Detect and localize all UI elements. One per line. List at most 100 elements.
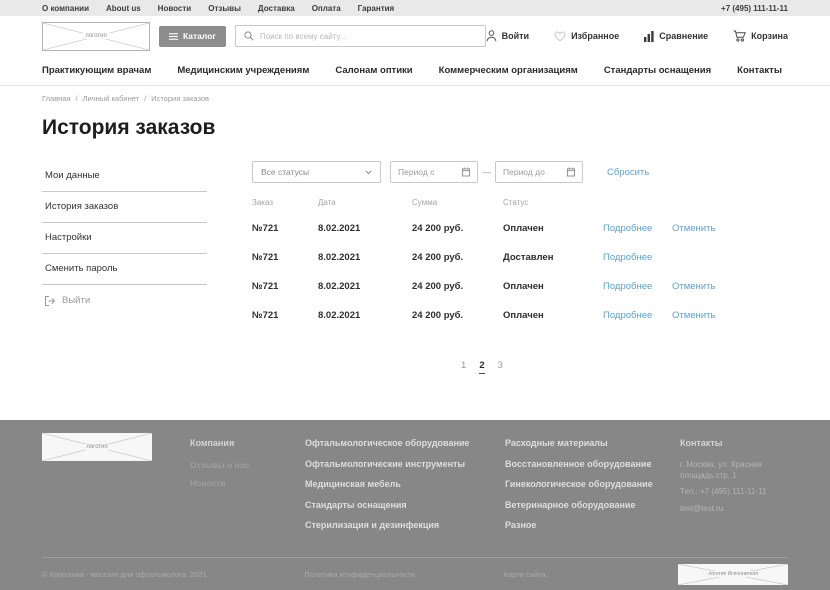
footer-company-column: Компания Отзывы о нас Новости bbox=[190, 433, 305, 557]
nav-item-commercial[interactable]: Коммерческим организациям bbox=[438, 65, 578, 76]
header-actions: Войти Избранное Сравнение Корзина bbox=[486, 30, 788, 42]
order-details-link[interactable]: Подробнее bbox=[603, 281, 653, 292]
nav-item-institutions[interactable]: Медицинским учреждениям bbox=[177, 65, 310, 76]
executor-logo-label: логотип Исполнителя bbox=[706, 571, 761, 577]
compare-label: Сравнение bbox=[659, 31, 709, 41]
nav-item-doctors[interactable]: Практикующим врачам bbox=[42, 65, 152, 76]
sitemap-link[interactable]: Карта сайта bbox=[503, 569, 546, 579]
site-logo[interactable]: логотип bbox=[42, 21, 150, 51]
order-date: 8.02.2021 bbox=[318, 223, 361, 234]
order-sum: 24 200 руб. bbox=[412, 281, 464, 292]
order-cancel-link[interactable]: Отменить bbox=[672, 310, 716, 321]
logo-label: логотип bbox=[83, 33, 109, 39]
login-button[interactable]: Войти bbox=[486, 30, 529, 42]
order-status: Оплачен bbox=[503, 310, 544, 321]
footer-email[interactable]: test@test.ru bbox=[680, 503, 724, 513]
sidebar-item-order-history[interactable]: История заказов bbox=[42, 192, 207, 223]
orders-content: Все статусы — Сбросить Заказ Дата Сумма … bbox=[252, 161, 788, 374]
nav-item-standards[interactable]: Стандарты оснащения bbox=[603, 65, 712, 76]
topbar-link-about-us[interactable]: About us bbox=[106, 3, 141, 13]
order-details-link[interactable]: Подробнее bbox=[603, 310, 653, 321]
topbar-link-delivery[interactable]: Доставка bbox=[257, 3, 295, 13]
search-input[interactable] bbox=[259, 31, 477, 41]
page-2-active[interactable]: 2 bbox=[479, 360, 485, 374]
order-details-link[interactable]: Подробнее bbox=[603, 223, 653, 234]
page-3[interactable]: 3 bbox=[497, 360, 503, 371]
footer-link-news[interactable]: Новости bbox=[190, 478, 226, 488]
status-select[interactable]: Все статусы bbox=[252, 161, 381, 183]
column-header-status: Статус bbox=[503, 198, 529, 207]
reset-filters-link[interactable]: Сбросить bbox=[607, 166, 650, 178]
footer-link-veterinary[interactable]: Ветеринарное оборудование bbox=[505, 499, 636, 510]
order-number: №721 bbox=[252, 223, 279, 234]
footer-catalog-column-1: Офтальмологическое оборудование Офтальмо… bbox=[305, 433, 505, 557]
footer-logo-label: логотип bbox=[84, 444, 110, 450]
order-date: 8.02.2021 bbox=[318, 281, 361, 292]
topbar-link-reviews[interactable]: Отзывы bbox=[208, 3, 241, 13]
footer-contacts-title: Контакты bbox=[680, 438, 723, 448]
footer-link-medical-furniture[interactable]: Медицинская мебель bbox=[305, 479, 401, 489]
sidebar-item-change-password[interactable]: Сменить пароль bbox=[42, 254, 207, 285]
sidebar-logout-button[interactable]: Выйти bbox=[42, 285, 207, 315]
footer-link-consumables[interactable]: Расходные материалы bbox=[505, 438, 608, 448]
logout-label: Выйти bbox=[62, 295, 91, 306]
column-header-sum: Сумма bbox=[412, 198, 438, 207]
footer-bottom: © Компания - магазин для офтальмолога, 2… bbox=[42, 557, 788, 590]
header: логотип Каталог Войти Избранное Сравнени… bbox=[0, 16, 830, 56]
logout-icon bbox=[45, 295, 56, 306]
sidebar-item-settings[interactable]: Настройки bbox=[42, 223, 207, 254]
order-cancel-link[interactable]: Отменить bbox=[672, 223, 716, 234]
footer-company-title: Компания bbox=[190, 438, 235, 448]
column-header-spacer bbox=[672, 203, 788, 210]
search-icon bbox=[244, 31, 254, 41]
order-status: Доставлен bbox=[503, 252, 554, 263]
calendar-icon[interactable] bbox=[462, 167, 470, 177]
footer-link-equipment-standards[interactable]: Стандарты оснащения bbox=[305, 499, 407, 510]
footer-link-sterilization[interactable]: Стерилизация и дезинфекция bbox=[305, 520, 440, 530]
footer-link-ophthalmic-equipment[interactable]: Офтальмологическое оборудование bbox=[305, 438, 470, 448]
search-box bbox=[234, 25, 486, 47]
topbar-link-warranty[interactable]: Гарантия bbox=[357, 3, 395, 13]
main-nav: Практикующим врачам Медицинским учрежден… bbox=[0, 56, 830, 86]
period-range-dash: — bbox=[482, 167, 491, 177]
period-to-input[interactable] bbox=[503, 167, 567, 177]
breadcrumb-account[interactable]: Личный кабинет bbox=[82, 94, 140, 103]
favorites-button[interactable]: Избранное bbox=[554, 30, 619, 42]
cart-icon bbox=[733, 30, 747, 42]
order-number: №721 bbox=[252, 281, 279, 292]
nav-item-optics[interactable]: Салонам оптики bbox=[335, 65, 413, 76]
footer-link-misc[interactable]: Разное bbox=[505, 520, 537, 530]
privacy-policy-link[interactable]: Политика конфиденциальности bbox=[304, 569, 415, 579]
order-sum: 24 200 руб. bbox=[412, 252, 464, 263]
period-from-input[interactable] bbox=[398, 167, 462, 177]
topbar-link-about[interactable]: О компании bbox=[42, 3, 89, 13]
order-number: №721 bbox=[252, 310, 279, 321]
compare-button[interactable]: Сравнение bbox=[644, 30, 709, 42]
topbar-link-news[interactable]: Новости bbox=[157, 3, 192, 13]
column-header-date: Дата bbox=[318, 198, 336, 207]
status-select-value: Все статусы bbox=[261, 167, 310, 177]
sidebar-item-my-data[interactable]: Мои данные bbox=[42, 161, 207, 192]
breadcrumb-current: История заказов bbox=[151, 94, 209, 103]
order-status: Оплачен bbox=[503, 281, 544, 292]
page-1[interactable]: 1 bbox=[461, 360, 467, 371]
order-details-link[interactable]: Подробнее bbox=[603, 252, 653, 263]
user-icon bbox=[486, 30, 496, 42]
footer-link-refurbished[interactable]: Восстановленное оборудование bbox=[505, 458, 652, 469]
phone-number: +7 (495) 111-11-11 bbox=[721, 3, 788, 13]
footer-link-ophthalmic-instruments[interactable]: Офтальмологические инструменты bbox=[305, 458, 466, 469]
catalog-button[interactable]: Каталог bbox=[159, 25, 226, 47]
footer-catalog-column-2: Расходные материалы Восстановленное обор… bbox=[505, 433, 680, 557]
breadcrumb-home[interactable]: Главная bbox=[42, 94, 71, 103]
breadcrumb-separator: / bbox=[144, 94, 147, 103]
order-cancel-link[interactable]: Отменить bbox=[672, 281, 716, 292]
footer-link-reviews[interactable]: Отзывы о нас bbox=[190, 460, 250, 470]
chevron-down-icon bbox=[365, 169, 372, 174]
topbar-link-payment[interactable]: Оплата bbox=[311, 3, 341, 13]
nav-item-contacts[interactable]: Контакты bbox=[737, 65, 782, 76]
calendar-icon[interactable] bbox=[567, 167, 575, 177]
column-header-order: Заказ bbox=[252, 198, 273, 207]
cart-button[interactable]: Корзина bbox=[733, 30, 788, 42]
order-date: 8.02.2021 bbox=[318, 252, 361, 263]
footer-link-gynecological[interactable]: Гинекологическое оборудование bbox=[505, 479, 653, 489]
